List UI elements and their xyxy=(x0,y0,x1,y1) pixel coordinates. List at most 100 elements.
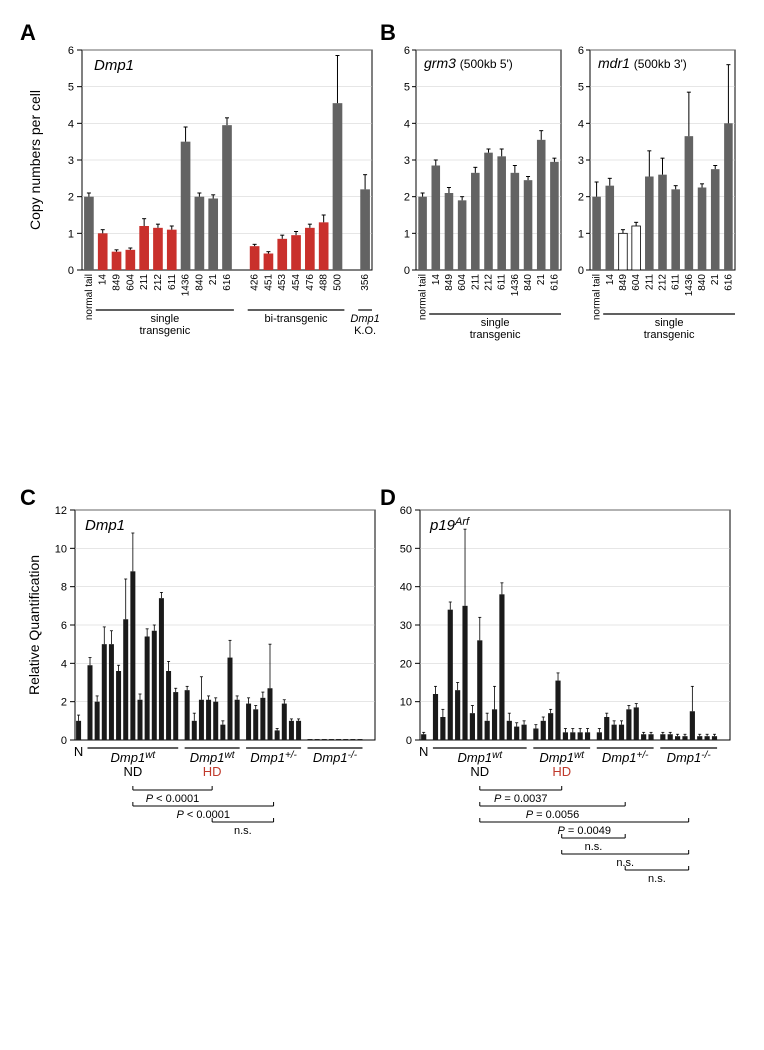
svg-text:3: 3 xyxy=(68,155,74,167)
svg-text:211: 211 xyxy=(470,274,481,290)
svg-text:211: 211 xyxy=(139,274,150,290)
svg-text:N: N xyxy=(419,744,428,759)
svg-text:616: 616 xyxy=(549,274,560,291)
svg-text:6: 6 xyxy=(68,45,74,57)
svg-text:212: 212 xyxy=(484,274,495,291)
svg-text:500: 500 xyxy=(332,274,343,291)
svg-text:20: 20 xyxy=(400,658,412,670)
svg-text:50: 50 xyxy=(400,543,412,555)
svg-text:0: 0 xyxy=(578,265,584,277)
svg-text:616: 616 xyxy=(723,274,734,291)
svg-text:5: 5 xyxy=(68,82,74,94)
svg-text:451: 451 xyxy=(263,274,274,291)
svg-canvas: Dmp1 Copy numbers per cell 0 1 2 3 4 5 6 normal t… xyxy=(20,20,744,1030)
svg-text:2: 2 xyxy=(61,697,67,709)
svg-text:single: single xyxy=(150,313,179,325)
svg-text:840: 840 xyxy=(523,274,534,291)
svg-text:488: 488 xyxy=(319,274,330,291)
svg-text:1: 1 xyxy=(404,228,410,240)
svg-text:bi-transgenic: bi-transgenic xyxy=(265,313,328,325)
svg-text:transgenic: transgenic xyxy=(470,329,521,341)
svg-text:P = 0.0056: P = 0.0056 xyxy=(526,809,580,821)
svg-text:0: 0 xyxy=(404,265,410,277)
svg-text:Copy numbers per cell: Copy numbers per cell xyxy=(27,90,43,230)
svg-text:normal tail: normal tail xyxy=(84,274,95,320)
svg-text:P < 0.0001: P < 0.0001 xyxy=(146,793,200,805)
svg-text:Dmp1wt: Dmp1wt xyxy=(539,750,585,765)
svg-text:grm3 (500kb 5'): grm3 (500kb 5') xyxy=(424,55,513,71)
svg-text:6: 6 xyxy=(578,45,584,57)
svg-text:p19Arf: p19Arf xyxy=(429,516,470,534)
svg-text:6: 6 xyxy=(404,45,410,57)
svg-text:21: 21 xyxy=(208,274,219,286)
svg-text:611: 611 xyxy=(671,274,682,290)
svg-text:P = 0.0049: P = 0.0049 xyxy=(557,825,611,837)
svg-text:212: 212 xyxy=(658,274,669,291)
svg-text:849: 849 xyxy=(618,274,629,291)
svg-text:14: 14 xyxy=(605,274,616,286)
svg-text:3: 3 xyxy=(404,155,410,167)
svg-text:4: 4 xyxy=(578,118,584,130)
svg-text:5: 5 xyxy=(404,82,410,94)
svg-text:0: 0 xyxy=(68,265,74,277)
svg-text:10: 10 xyxy=(55,543,67,555)
svg-text:40: 40 xyxy=(400,582,412,594)
svg-text:211: 211 xyxy=(644,274,655,290)
svg-text:8: 8 xyxy=(61,582,67,594)
svg-text:2: 2 xyxy=(68,192,74,204)
svg-text:14: 14 xyxy=(431,274,442,286)
svg-text:476: 476 xyxy=(305,274,316,291)
svg-text:Dmp1: Dmp1 xyxy=(85,517,125,534)
svg-text:4: 4 xyxy=(61,658,67,670)
svg-text:ND: ND xyxy=(123,764,142,779)
svg-text:Dmp1-/-: Dmp1-/- xyxy=(313,750,358,765)
svg-text:normal tail: normal tail xyxy=(592,274,603,320)
svg-text:454: 454 xyxy=(291,274,302,291)
svg-text:normal tail: normal tail xyxy=(418,274,429,320)
svg-text:Dmp1wt: Dmp1wt xyxy=(457,750,503,765)
svg-text:P = 0.0037: P = 0.0037 xyxy=(494,793,548,805)
svg-text:HD: HD xyxy=(203,764,222,779)
svg-text:Dmp1-/-: Dmp1-/- xyxy=(667,750,712,765)
svg-text:2: 2 xyxy=(578,192,584,204)
svg-text:5: 5 xyxy=(578,82,584,94)
svg-text:10: 10 xyxy=(400,697,412,709)
svg-text:611: 611 xyxy=(497,274,508,290)
svg-text:n.s.: n.s. xyxy=(648,873,666,885)
svg-text:840: 840 xyxy=(697,274,708,291)
svg-text:426: 426 xyxy=(250,274,261,291)
svg-text:HD: HD xyxy=(552,764,571,779)
svg-text:single: single xyxy=(655,317,684,329)
svg-text:21: 21 xyxy=(536,274,547,286)
svg-text:356: 356 xyxy=(360,274,371,291)
svg-text:0: 0 xyxy=(406,735,412,747)
svg-text:3: 3 xyxy=(578,155,584,167)
svg-text:4: 4 xyxy=(404,118,410,130)
svg-text:604: 604 xyxy=(125,274,136,291)
svg-text:30: 30 xyxy=(400,620,412,632)
svg-text:2: 2 xyxy=(404,192,410,204)
panel-D-label: D xyxy=(380,485,396,511)
svg-text:1436: 1436 xyxy=(181,274,192,297)
svg-text:611: 611 xyxy=(167,274,178,290)
svg-text:single: single xyxy=(481,317,510,329)
svg-text:n.s.: n.s. xyxy=(585,841,603,853)
svg-text:Dmp1+/-: Dmp1+/- xyxy=(602,750,649,765)
panel-A-label: A xyxy=(20,20,36,46)
svg-text:604: 604 xyxy=(631,274,642,291)
svg-text:849: 849 xyxy=(112,274,123,291)
svg-text:N: N xyxy=(74,744,83,759)
svg-text:4: 4 xyxy=(68,118,74,130)
svg-text:Dmp1: Dmp1 xyxy=(350,313,379,325)
svg-text:1: 1 xyxy=(578,228,584,240)
svg-text:1436: 1436 xyxy=(684,274,695,297)
svg-text:Dmp1wt: Dmp1wt xyxy=(111,750,157,765)
svg-text:K.O.: K.O. xyxy=(354,325,376,337)
svg-text:n.s.: n.s. xyxy=(234,825,252,837)
svg-text:60: 60 xyxy=(400,505,412,517)
figure-wrap: A B C D Dmp1Copy numbers per cell0123456… xyxy=(20,20,744,1030)
panel-C-label: C xyxy=(20,485,36,511)
svg-text:212: 212 xyxy=(153,274,164,291)
svg-text:transgenic: transgenic xyxy=(139,325,190,337)
svg-text:Dmp1wt: Dmp1wt xyxy=(190,750,236,765)
